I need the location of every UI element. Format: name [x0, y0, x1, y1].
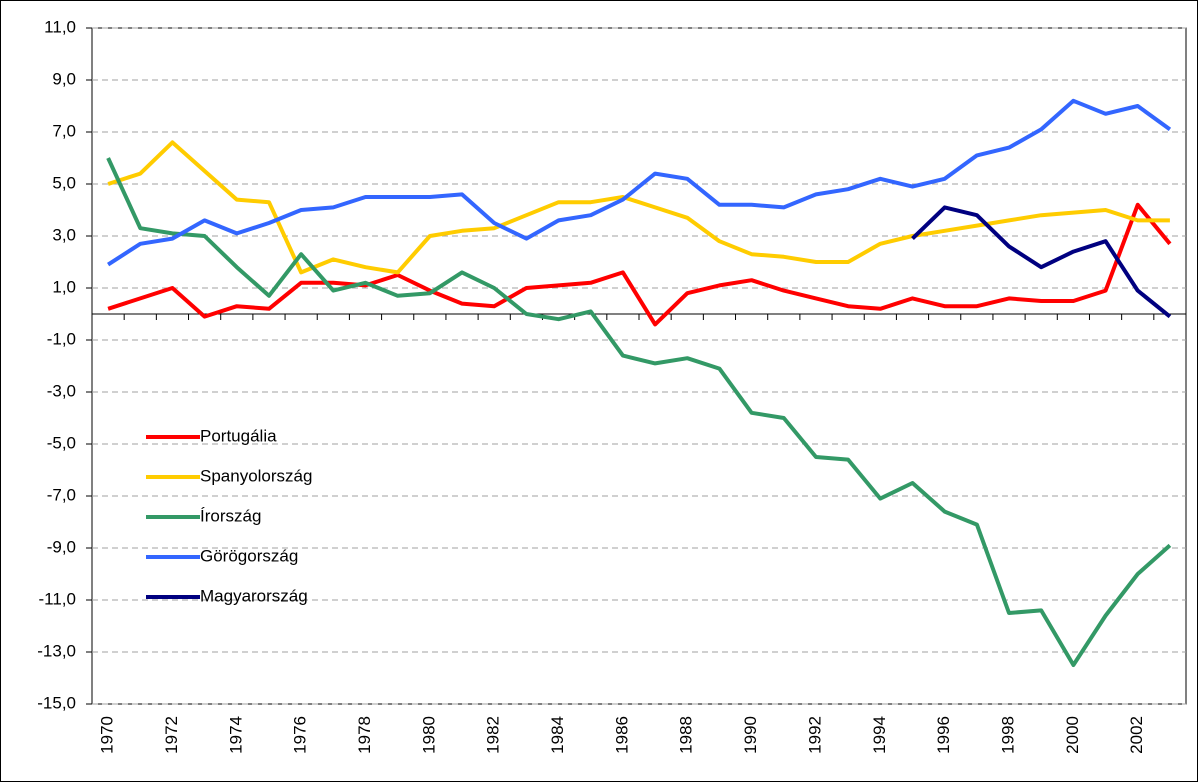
- series-line: [911, 205, 1172, 319]
- y-tick-label: -11,0: [39, 589, 77, 608]
- legend-label: Spanyolország: [200, 466, 312, 485]
- legend-label: Írország: [200, 506, 261, 525]
- series-line: [106, 157, 1172, 667]
- series-line: [107, 140, 1170, 275]
- x-tick-label: 2000: [1063, 716, 1082, 754]
- plot-area: [91, 27, 1187, 705]
- series-line: [107, 98, 1172, 267]
- x-tick-label: 1970: [98, 716, 117, 754]
- y-tick-label: 9,0: [52, 69, 76, 88]
- y-tick-label: 5,0: [52, 173, 76, 192]
- x-tick-label: 2002: [1127, 716, 1146, 754]
- x-tick-label: 1984: [548, 716, 567, 754]
- y-tick-label: -1,0: [47, 329, 76, 348]
- y-tick-label: -13,0: [37, 641, 76, 660]
- y-tick-label: 3,0: [52, 225, 76, 244]
- x-tick-label: 1992: [805, 716, 824, 754]
- x-tick-label: 1978: [355, 716, 374, 754]
- x-tick-label: 1972: [162, 716, 181, 754]
- x-tick-label: 1996: [934, 716, 953, 754]
- x-tick-label: 1986: [612, 716, 631, 754]
- x-tick-label: 1988: [677, 716, 696, 754]
- x-tick-label: 1982: [484, 716, 503, 754]
- x-tick-label: 1980: [419, 716, 438, 754]
- y-tick-label: 11,0: [44, 17, 76, 36]
- y-tick-label: 1,0: [52, 277, 76, 296]
- legend-label: Magyarország: [200, 586, 308, 605]
- x-tick-label: 1994: [870, 716, 889, 754]
- y-tick-label: -9,0: [47, 537, 76, 556]
- legend-label: Görögország: [200, 546, 298, 565]
- y-tick-label: -15,0: [37, 693, 76, 712]
- y-tick-label: -7,0: [47, 485, 76, 504]
- x-tick-label: 1974: [226, 716, 245, 754]
- y-tick-label: -3,0: [47, 381, 76, 400]
- y-tick-label: -5,0: [47, 433, 76, 452]
- y-tick-label: 7,0: [52, 121, 76, 140]
- legend-label: Portugália: [200, 426, 277, 445]
- x-tick-label: 1998: [999, 716, 1018, 754]
- x-tick-label: 1990: [741, 716, 760, 754]
- x-tick-label: 1976: [291, 716, 310, 754]
- series-line: [107, 202, 1172, 327]
